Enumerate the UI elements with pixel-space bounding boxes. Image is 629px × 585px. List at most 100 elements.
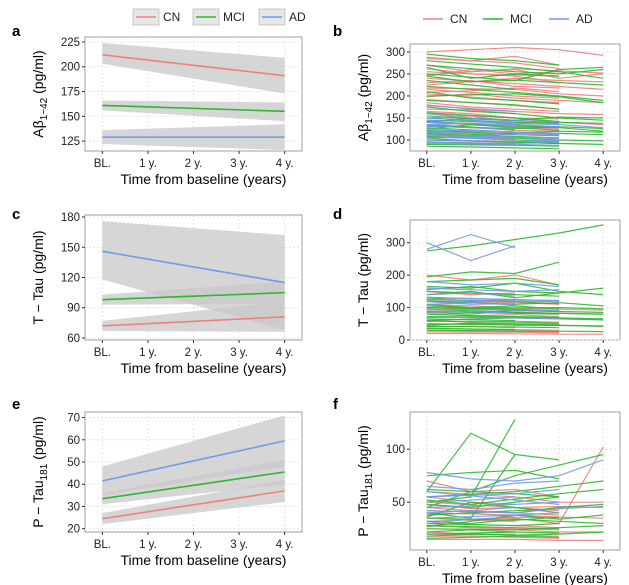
- legend-item-mci: MCI: [483, 12, 532, 26]
- x-tick-label: 3 y.: [550, 347, 568, 359]
- subject-line-mci: [426, 522, 560, 527]
- y-tick-label: 100: [386, 303, 405, 315]
- subject-line-ad: [426, 139, 560, 143]
- trend-line-cn: [102, 316, 285, 327]
- subject-line-ad: [426, 129, 560, 136]
- legend-item-ad: AD: [258, 8, 306, 26]
- y-tick-label: 200: [61, 62, 80, 74]
- subject-line-mci: [426, 106, 604, 121]
- subject-line-mci: [426, 322, 560, 326]
- x-tick-label: 3 y.: [230, 539, 248, 551]
- subject-line-ad: [426, 287, 560, 293]
- legend-label: AD: [576, 12, 593, 26]
- subject-line-ad: [426, 117, 516, 123]
- x-tick-label: BL.: [418, 158, 435, 170]
- y-tick-label: 60: [67, 435, 80, 447]
- subject-line-cn: [426, 64, 604, 79]
- subject-line-cn: [426, 87, 560, 93]
- subject-line-ad: [426, 134, 560, 140]
- x-tick-label: 3 y.: [550, 158, 568, 170]
- x-tick-label: 4 y.: [276, 539, 294, 551]
- y-axis-label: P − Tau181 (pg/ml): [30, 416, 50, 528]
- subject-line-mci: [426, 99, 560, 110]
- y-tick-label: 200: [386, 91, 405, 103]
- plot-marks: [102, 42, 285, 151]
- panel-label: c: [12, 206, 20, 223]
- legend-label: CN: [450, 12, 467, 26]
- subject-line-mci: [426, 529, 516, 533]
- subject-line-mci: [426, 60, 604, 79]
- subject-line-mci: [426, 432, 560, 492]
- subject-line-mci: [426, 419, 516, 503]
- x-axis-label: Time from baseline (years): [442, 570, 608, 585]
- subject-line-ad: [426, 459, 604, 482]
- subject-line-mci: [426, 320, 560, 324]
- x-tick-label: 4 y.: [594, 347, 612, 359]
- subject-line-mci: [426, 79, 516, 90]
- trend-line-mci: [102, 291, 285, 301]
- plot-marks: [102, 415, 285, 525]
- legend-label: CN: [163, 10, 180, 24]
- y-tick-label: 50: [67, 457, 80, 469]
- subject-line-ad: [426, 506, 516, 514]
- subject-line-ad: [426, 516, 516, 525]
- subject-line-ad: [426, 298, 560, 303]
- panel-e: e 20 30 40 50 60 70 BL. 1 y. 2 y. 3 y. 4 y.Time fro…: [12, 396, 303, 568]
- panel-label: d: [333, 206, 342, 223]
- ci-ribbon-mci: [102, 100, 285, 122]
- subject-line-mci: [426, 66, 604, 82]
- x-tick-label: 2 y.: [506, 347, 524, 359]
- subject-line-ad: [426, 505, 604, 514]
- x-tick-label: 1 y.: [462, 347, 480, 359]
- subject-line-mci: [426, 480, 604, 498]
- x-tick-label: 3 y.: [230, 347, 248, 359]
- subject-line-mci: [426, 535, 560, 539]
- subject-line-mci: [426, 305, 604, 310]
- x-axis-label: Time from baseline (years): [121, 552, 287, 568]
- x-tick-label: 1 y.: [462, 557, 480, 569]
- y-tick-label: 100: [386, 444, 405, 456]
- subject-line-mci: [426, 53, 560, 66]
- subject-line-mci: [426, 224, 604, 252]
- plot-marks: [426, 419, 604, 541]
- subject-line-cn: [426, 87, 604, 97]
- y-axis-label: P − Tau181 (pg/ml): [355, 425, 375, 537]
- legend-left: CN MCI AD: [132, 8, 306, 26]
- y-tick-label: 150: [61, 242, 80, 254]
- x-tick-label: 2 y.: [185, 158, 203, 170]
- legend-item-cn: CN: [132, 8, 180, 26]
- panel-label: f: [333, 396, 339, 413]
- y-axis-label: T − Tau (pg/ml): [355, 233, 371, 327]
- subject-line-mci: [426, 130, 604, 137]
- x-tick-label: 4 y.: [276, 347, 294, 359]
- x-tick-label: BL.: [94, 158, 111, 170]
- subject-line-cn: [426, 68, 604, 76]
- trend-line-ad: [102, 250, 285, 284]
- ci-ribbon-cn: [102, 479, 285, 525]
- subject-line-ad: [426, 488, 560, 498]
- y-axis-label: Aβ1−42 (pg/ml): [30, 50, 50, 137]
- subject-line-mci: [426, 145, 560, 150]
- subject-line-ad: [426, 134, 516, 139]
- subject-line-cn: [426, 331, 560, 334]
- x-axis-label: Time from baseline (years): [442, 360, 608, 376]
- panel-label: b: [333, 23, 342, 40]
- y-tick-label: 60: [67, 333, 80, 345]
- subject-line-mci: [426, 285, 560, 294]
- subject-line-mci: [426, 469, 560, 480]
- subject-line-ad: [426, 310, 516, 314]
- ci-ribbon-ad: [102, 415, 285, 496]
- subject-line-ad: [426, 316, 560, 320]
- x-tick-label: 1 y.: [139, 347, 157, 359]
- subject-line-mci: [426, 313, 560, 318]
- subject-line-ad: [426, 119, 604, 129]
- y-tick-label: 120: [61, 273, 80, 285]
- x-axis-label: Time from baseline (years): [442, 171, 608, 187]
- subject-line-cn: [426, 55, 560, 66]
- y-tick-label: 0: [399, 335, 405, 347]
- subject-line-mci: [426, 64, 604, 75]
- y-tick-label: 150: [61, 111, 80, 123]
- y-tick-label: 200: [386, 270, 405, 282]
- subject-line-ad: [426, 141, 516, 145]
